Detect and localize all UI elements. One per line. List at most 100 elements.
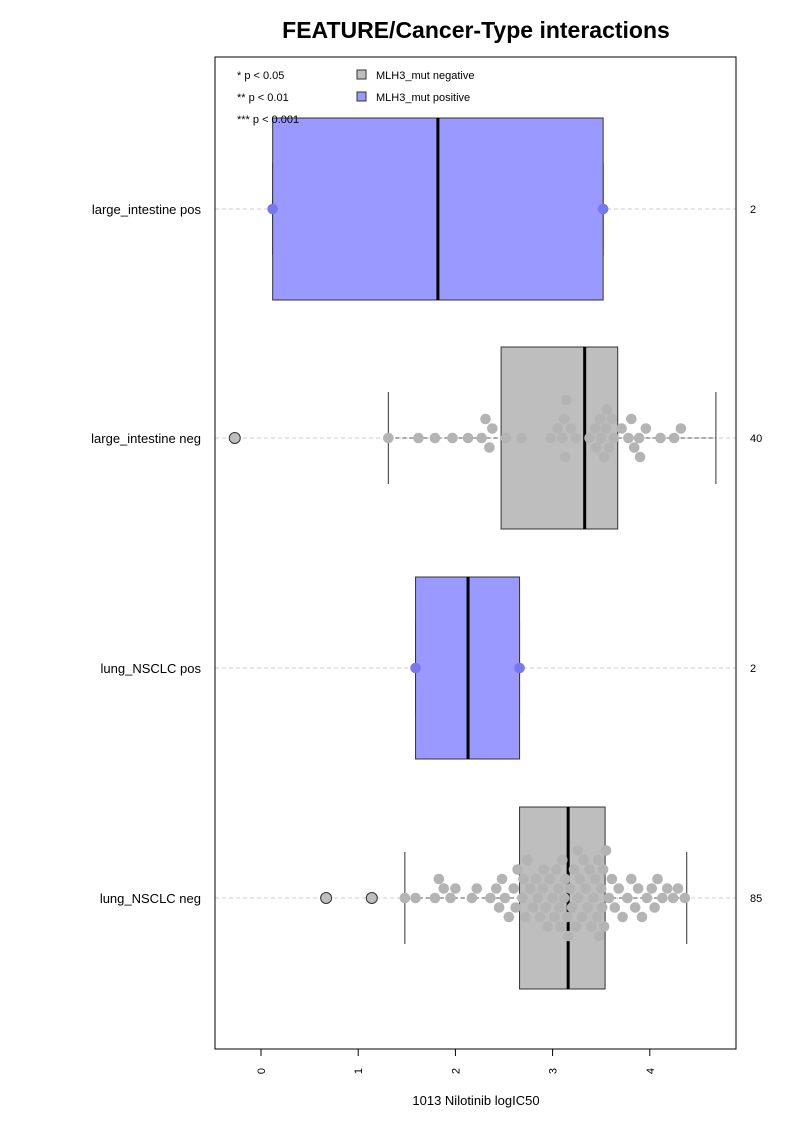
data-point — [558, 413, 570, 425]
data-point — [594, 413, 606, 425]
outlier-point — [365, 892, 378, 904]
data-point — [580, 883, 591, 894]
data-point — [657, 892, 668, 904]
x-tick-label: 0 — [256, 1068, 268, 1074]
data-point — [603, 442, 615, 453]
data-point — [574, 873, 586, 885]
chart-title: FEATURE/Cancer-Type interactions — [282, 17, 670, 43]
box-plots — [272, 117, 717, 990]
count-label: 85 — [750, 893, 762, 905]
data-point — [484, 442, 495, 453]
data-point — [553, 883, 564, 894]
data-point — [617, 911, 628, 923]
data-point — [565, 423, 577, 434]
outlier-point — [228, 432, 241, 444]
data-point — [561, 911, 573, 923]
data-point — [476, 432, 487, 444]
data-point — [410, 892, 421, 904]
data-point — [512, 864, 523, 875]
data-point — [667, 892, 679, 904]
data-point — [632, 883, 644, 894]
data-point — [606, 413, 618, 425]
data-point — [499, 892, 511, 904]
legend: * p < 0.05 ** p < 0.01 *** p < 0.001 MLH3_m… — [237, 69, 474, 126]
data-point — [267, 203, 278, 215]
data-point — [592, 911, 603, 923]
data-point — [641, 892, 653, 904]
data-point — [572, 892, 584, 904]
data-point — [566, 902, 578, 913]
data-point — [600, 845, 612, 856]
data-point — [557, 854, 568, 866]
data-point — [596, 902, 608, 913]
category-label: lung_NSCLC pos — [101, 661, 202, 676]
data-point — [655, 432, 666, 444]
data-point — [576, 911, 588, 923]
data-point — [517, 892, 528, 904]
data-point — [636, 911, 648, 923]
data-point — [603, 892, 615, 904]
data-point — [480, 413, 491, 425]
data-point — [518, 873, 529, 885]
data-point — [537, 883, 549, 894]
data-point — [613, 883, 624, 894]
data-point — [597, 864, 609, 875]
data-point — [516, 432, 527, 444]
data-point — [445, 892, 456, 904]
data-point — [554, 902, 565, 913]
data-point — [559, 873, 571, 885]
data-point — [629, 902, 641, 913]
data-point — [649, 902, 660, 913]
x-tick-label: 3 — [548, 1068, 560, 1074]
data-point — [527, 902, 539, 913]
data-point — [485, 892, 496, 904]
count-labels: 2 40 2 85 — [750, 204, 762, 905]
data-point — [530, 873, 542, 885]
significance-legend-item: * p < 0.05 — [237, 70, 284, 82]
category-label: large_intestine neg — [91, 431, 201, 446]
data-point — [466, 892, 478, 904]
data-point — [558, 892, 570, 904]
data-point — [661, 883, 673, 894]
legend-label: MLH3_mut positive — [376, 92, 470, 104]
data-point — [534, 911, 546, 923]
data-point — [591, 442, 602, 453]
data-point — [593, 930, 605, 942]
data-point — [626, 873, 637, 885]
data-point — [547, 892, 558, 904]
count-label: 2 — [750, 663, 756, 675]
count-label: 2 — [750, 204, 756, 216]
data-point — [633, 432, 645, 444]
data-point — [570, 432, 582, 444]
data-point — [564, 883, 576, 894]
count-label: 40 — [750, 433, 762, 445]
data-point — [616, 423, 627, 434]
data-point — [634, 451, 646, 463]
data-point — [679, 892, 691, 904]
data-point — [487, 423, 498, 434]
data-point — [570, 921, 582, 932]
data-point — [568, 864, 580, 875]
data-point — [598, 451, 610, 463]
data-point — [471, 883, 483, 894]
data-point — [668, 432, 680, 444]
data-point — [622, 892, 633, 904]
data-point — [500, 432, 512, 444]
data-point — [590, 873, 601, 885]
data-point — [597, 203, 609, 215]
grid-lines — [215, 208, 736, 899]
data-point — [410, 662, 421, 674]
data-point — [522, 854, 533, 866]
data-point — [538, 864, 550, 875]
data-point — [609, 902, 621, 913]
data-point — [600, 423, 612, 434]
x-axis-label: 1013 Nilotinib logIC50 — [412, 1093, 539, 1108]
data-point — [562, 930, 574, 942]
data-point — [429, 432, 441, 444]
data-point — [608, 432, 620, 444]
data-point — [584, 432, 595, 444]
data-point — [552, 423, 563, 434]
data-point — [606, 873, 618, 885]
data-point — [544, 873, 555, 885]
data-point — [383, 432, 394, 444]
